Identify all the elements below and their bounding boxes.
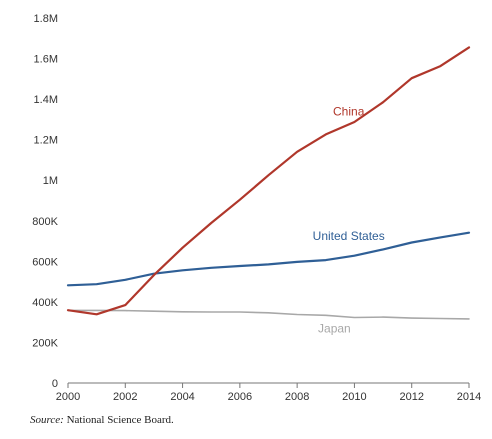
source-prefix: Source: xyxy=(30,414,64,426)
japan-series-line xyxy=(67,309,470,320)
x-tick-label: 2012 xyxy=(399,391,423,403)
x-tick-label: 2002 xyxy=(113,391,137,403)
source-note: Source: National Science Board. xyxy=(30,414,174,426)
y-axis-ticks: 0 200K 400K 600K 800K 1M 1.2M 1.4M 1.6M 1.8M xyxy=(32,13,58,390)
china-series-label: China xyxy=(333,104,365,118)
y-tick-label: 0 xyxy=(52,378,58,390)
y-tick-label: 1.2M xyxy=(34,135,58,147)
y-tick-label: 200K xyxy=(32,337,58,349)
x-tick-label: 2004 xyxy=(170,391,194,403)
x-tick-label: 2010 xyxy=(342,391,366,403)
japan-series-label: Japan xyxy=(318,321,351,335)
y-tick-label: 1.4M xyxy=(34,94,58,106)
y-tick-label: 1.6M xyxy=(34,54,58,66)
source-text: National Science Board. xyxy=(66,414,174,426)
united-states-series-label: United States xyxy=(313,229,385,243)
y-tick-label: 1M xyxy=(43,175,58,187)
x-axis-ticks: 2000 2002 2004 2006 2008 2010 2012 2014 xyxy=(56,383,481,403)
series-lines xyxy=(66,46,471,320)
y-tick-label: 600K xyxy=(32,256,58,268)
y-tick-label: 800K xyxy=(32,216,58,228)
x-tick-label: 2008 xyxy=(285,391,309,403)
series-labels: China United States Japan xyxy=(313,104,385,335)
y-tick-label: 400K xyxy=(32,297,58,309)
x-tick-label: 2000 xyxy=(56,391,80,403)
x-tick-label: 2014 xyxy=(457,391,481,403)
china-series-line xyxy=(66,46,471,316)
y-tick-label: 1.8M xyxy=(34,13,58,25)
line-chart: 0 200K 400K 600K 800K 1M 1.2M 1.4M 1.6M 1.8M 2000… xyxy=(32,13,481,403)
united-states-series-line xyxy=(66,231,471,287)
x-tick-label: 2006 xyxy=(228,391,252,403)
